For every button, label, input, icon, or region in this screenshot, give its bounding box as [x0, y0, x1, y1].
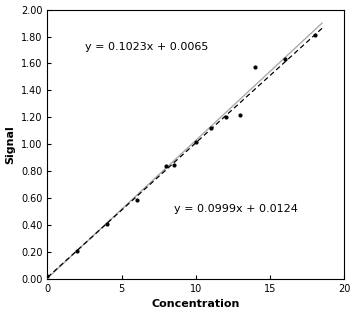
Text: y = 0.1023x + 0.0065: y = 0.1023x + 0.0065 [85, 42, 208, 52]
Text: y = 0.0999x + 0.0124: y = 0.0999x + 0.0124 [174, 204, 298, 214]
X-axis label: Concentration: Concentration [152, 300, 240, 309]
Y-axis label: Signal: Signal [6, 125, 16, 164]
